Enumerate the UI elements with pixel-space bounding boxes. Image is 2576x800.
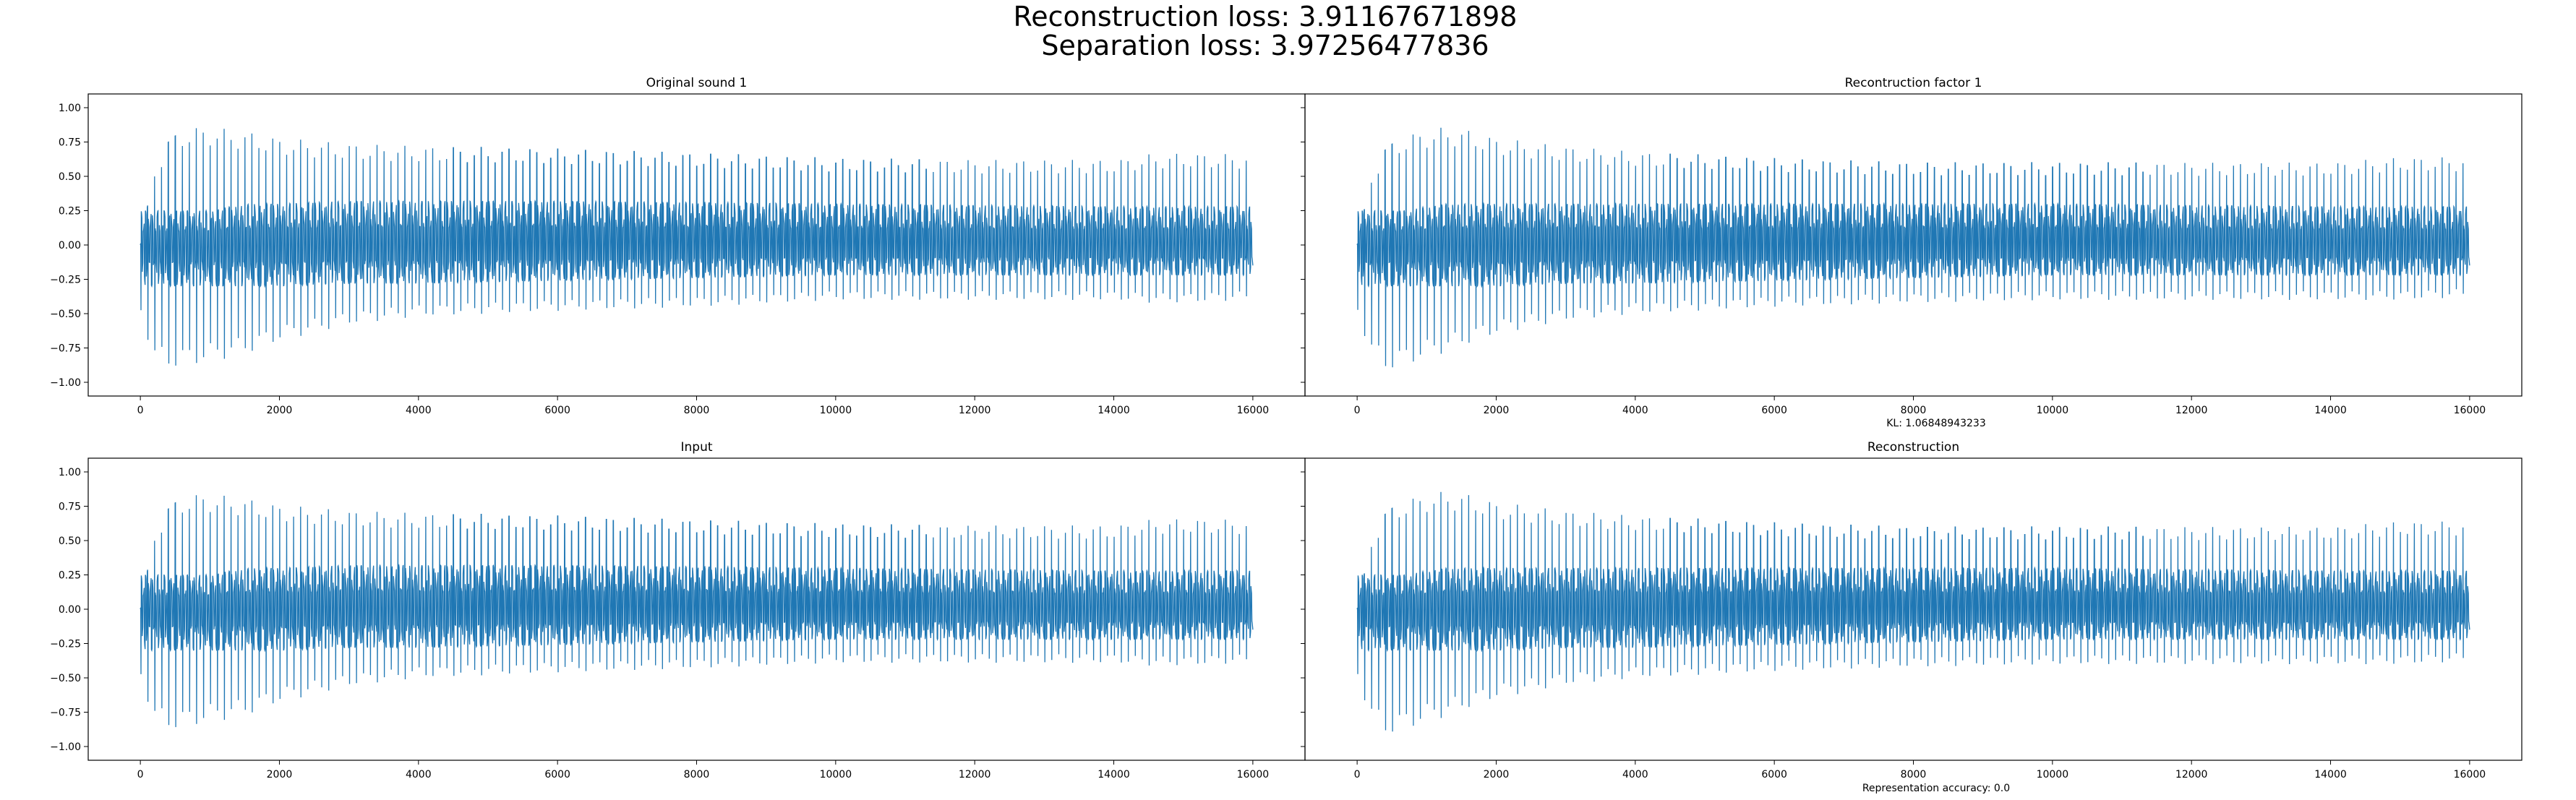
x-tick-label: 14000 [1097, 769, 1130, 780]
y-tick-label: −0.50 [50, 309, 81, 320]
x-tick-label: 14000 [2314, 769, 2347, 780]
x-tick-label: 4000 [406, 769, 432, 780]
x-tick-label: 12000 [2175, 405, 2208, 416]
y-tick-label: 0.25 [59, 570, 81, 582]
kl-note: KL: 1.06848943233 [1886, 418, 1985, 429]
x-tick-label: 0 [137, 405, 144, 416]
axes-title: Original sound 1 [646, 76, 748, 90]
x-tick-label: 0 [137, 769, 144, 780]
y-tick-label: −0.75 [50, 343, 81, 355]
x-tick-label: 12000 [959, 769, 991, 780]
y-tick-label: 0.25 [59, 206, 81, 218]
x-tick-label: 0 [1354, 405, 1361, 416]
subplot-reconstruction: Reconstruction 0 2000 4000 6000 8000 10000 1200… [1301, 440, 2522, 780]
x-tick-label: 16000 [1237, 405, 1270, 416]
suptitle-separation-loss: Separation loss: 3.97256477836 [1041, 30, 1489, 61]
x-tick-label: 0 [1354, 769, 1361, 780]
x-tick-label: 6000 [544, 769, 570, 780]
x-tick-label: 16000 [2454, 405, 2486, 416]
x-tick-label: 8000 [1901, 405, 1927, 416]
x-tick-label: 16000 [2454, 769, 2486, 780]
waveform-line [1356, 491, 2470, 732]
y-tick-label: −1.00 [50, 741, 81, 753]
x-tick-label: 8000 [684, 405, 710, 416]
subplot-reconstruction-factor-1: Recontruction factor 1 0 2000 4000 6000 8000 1… [1301, 76, 2522, 416]
x-tick-label: 10000 [2037, 769, 2069, 780]
waveform-line [140, 495, 1254, 728]
x-tick-label: 16000 [1237, 769, 1270, 780]
x-tick-label: 12000 [2175, 769, 2208, 780]
axes-title: Reconstruction [1867, 440, 1959, 455]
y-tick-label: −0.50 [50, 673, 81, 684]
x-tick-label: 6000 [1761, 405, 1787, 416]
x-tick-label: 6000 [1761, 769, 1787, 780]
y-tick-label: −1.00 [50, 377, 81, 389]
x-tick-label: 14000 [2314, 405, 2347, 416]
y-tick-label: −0.75 [50, 707, 81, 719]
waveform-line [1356, 127, 2470, 368]
x-tick-label: 10000 [820, 405, 852, 416]
axes-title: Recontruction factor 1 [1845, 76, 1982, 90]
y-tick-label: 0.50 [59, 536, 81, 547]
y-tick-label: 0.75 [59, 137, 81, 149]
x-tick-label: 2000 [267, 769, 293, 780]
waveform-line [140, 128, 1254, 366]
y-tick-label: 1.00 [59, 103, 81, 114]
x-tick-label: 2000 [1484, 405, 1510, 416]
subplot-original-sound-1: Original sound 1 0 2000 4000 6000 8000 10000 12… [50, 76, 1306, 416]
x-tick-label: 12000 [959, 405, 991, 416]
x-tick-label: 14000 [1097, 405, 1130, 416]
subplot-input: Input 0 2000 4000 6000 8000 10000 12000 14000 160… [50, 440, 1306, 780]
x-tick-label: 8000 [1901, 769, 1927, 780]
x-tick-label: 4000 [1622, 405, 1648, 416]
x-tick-label: 2000 [1484, 769, 1510, 780]
representation-accuracy-note: Representation accuracy: 0.0 [1862, 783, 2010, 794]
y-tick-label: 0.50 [59, 171, 81, 183]
axes-title: Input [680, 440, 712, 455]
y-tick-label: −0.25 [50, 639, 81, 650]
x-tick-label: 10000 [820, 769, 852, 780]
x-tick-label: 2000 [267, 405, 293, 416]
y-tick-label: −0.25 [50, 275, 81, 286]
y-tick-label: 0.00 [59, 604, 81, 616]
x-tick-label: 10000 [2037, 405, 2069, 416]
x-tick-label: 8000 [684, 769, 710, 780]
suptitle-reconstruction-loss: Reconstruction loss: 3.91167671898 [1014, 1, 1518, 33]
y-tick-label: 0.00 [59, 240, 81, 251]
y-tick-label: 0.75 [59, 502, 81, 513]
x-tick-label: 4000 [406, 405, 432, 416]
x-tick-label: 4000 [1622, 769, 1648, 780]
y-tick-label: 1.00 [59, 467, 81, 478]
x-tick-label: 6000 [544, 405, 570, 416]
